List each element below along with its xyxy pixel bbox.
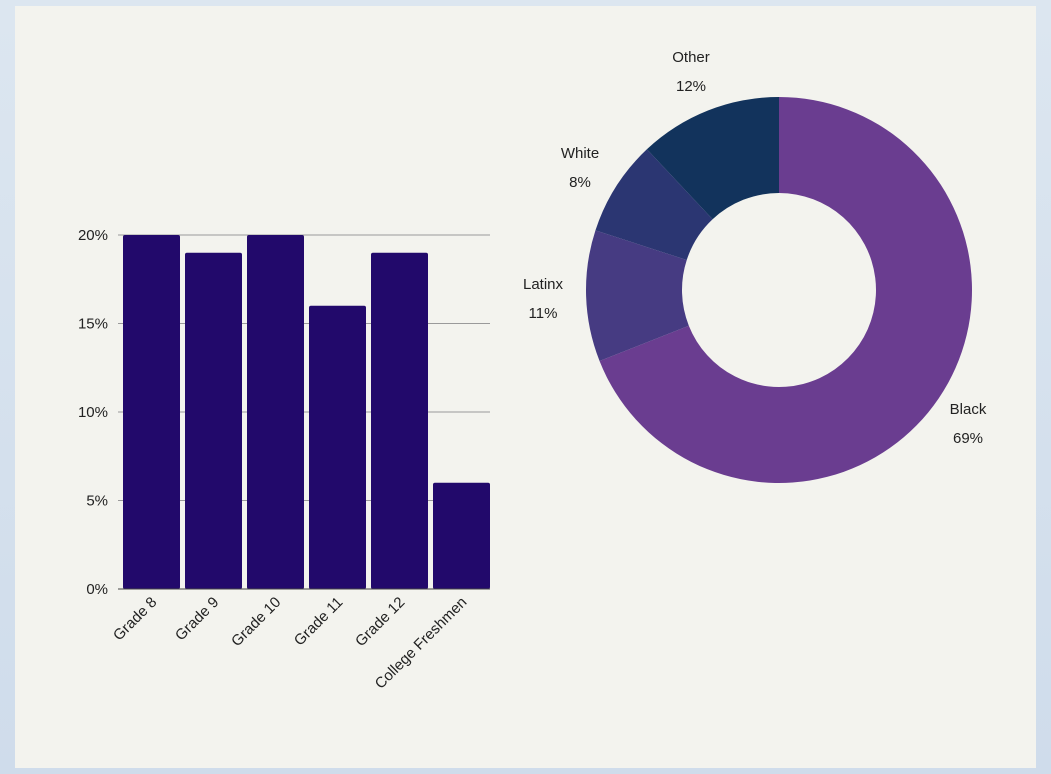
donut-slice-latinx: [586, 230, 689, 362]
donut-slice-black: [599, 97, 972, 483]
slice-label: Latinx: [523, 276, 564, 293]
slice-label: White: [561, 145, 599, 162]
chart-panel: 0% 5% 10% 15% 20% Grade 8 Grade 9 Grade 10 Grade…: [15, 6, 1036, 768]
bar: [247, 235, 304, 589]
slice-label: Other: [672, 49, 710, 66]
bar: [309, 305, 366, 589]
x-tick-label: Grade 10: [228, 594, 284, 650]
y-tick-label: 20%: [78, 227, 108, 244]
x-tick-label: Grade 11: [291, 594, 346, 649]
slice-label: Black: [950, 401, 987, 418]
donut-slice-other: [646, 96, 779, 220]
slice-value-label: 11%: [529, 305, 558, 322]
bar: [371, 252, 428, 589]
slice-value-label: 8%: [569, 174, 591, 191]
slice-value-label: 12%: [676, 78, 706, 95]
x-tick-label: Grade 8: [110, 594, 160, 644]
bar-chart: 0%5%10%15%20%Grade 8 Grade 9 Grade 10 Grade…: [78, 227, 490, 692]
chart-canvas: 0%5%10%15%20%Grade 8 Grade 9 Grade 10 Grade…: [78, 49, 987, 692]
donut-chart: Black 69% Latinx 11% White 8% Other 12%: [523, 49, 987, 483]
bar: [433, 482, 490, 589]
y-tick-label: 10%: [78, 404, 108, 421]
x-tick-label: Grade 9: [172, 594, 222, 644]
bar: [185, 252, 242, 589]
slice-value-label: 69%: [953, 430, 983, 447]
bar: [123, 235, 180, 589]
y-tick-label: 0%: [86, 581, 108, 598]
y-tick-label: 15%: [78, 316, 108, 333]
y-tick-label: 5%: [86, 493, 108, 510]
x-tick-label: Grade 12: [352, 594, 408, 650]
donut-slice-white: [595, 149, 713, 261]
